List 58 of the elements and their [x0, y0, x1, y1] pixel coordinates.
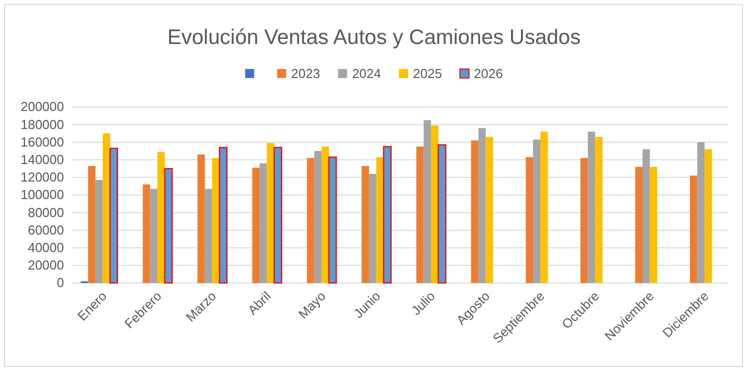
bar [198, 154, 205, 283]
bar [383, 146, 392, 284]
legend-label: 2023 [291, 66, 320, 81]
bar [164, 168, 173, 284]
bar [595, 136, 602, 283]
bar [580, 158, 588, 283]
bar [650, 166, 658, 283]
bar [150, 188, 158, 283]
bar [424, 120, 432, 283]
bar [540, 132, 548, 283]
legend-label: 2025 [413, 66, 442, 81]
y-tick-label: 100000 [20, 187, 64, 202]
legend-label: 2026 [474, 66, 503, 81]
bar [218, 146, 228, 284]
bar [88, 166, 96, 283]
bar [486, 136, 494, 283]
y-tick-label: 160000 [20, 134, 64, 150]
y-tick-label: 40000 [28, 240, 64, 255]
bar [204, 188, 212, 283]
bar [431, 125, 438, 283]
bar [416, 146, 424, 283]
bar [642, 149, 650, 283]
bar [322, 146, 329, 283]
bar [274, 146, 282, 284]
bar [328, 156, 337, 284]
bar [690, 176, 698, 283]
y-tick-label: 180000 [20, 116, 64, 132]
bar [588, 132, 596, 283]
bar [142, 184, 150, 283]
y-tick-label: 80000 [28, 204, 64, 220]
x-tick-label: Julio [408, 288, 438, 318]
bar [533, 140, 540, 283]
bar [635, 166, 643, 283]
legend-label: 2024 [352, 66, 381, 81]
bar [157, 152, 165, 283]
bar [471, 140, 478, 283]
bar [697, 142, 705, 283]
bar [306, 158, 314, 283]
bar [478, 128, 486, 283]
bar [314, 151, 322, 283]
y-tick-label: 200000 [20, 99, 64, 114]
y-tick-label: 120000 [20, 170, 64, 185]
y-tick-label: 0 [56, 275, 64, 290]
bar [102, 133, 110, 283]
bar [212, 158, 220, 283]
bar [109, 148, 118, 284]
bar [368, 174, 376, 283]
bar [362, 166, 369, 283]
bar [526, 157, 534, 283]
y-tick-label: 140000 [20, 152, 64, 167]
bar [252, 168, 260, 283]
bar [438, 144, 446, 284]
bar [260, 163, 267, 283]
y-tick-label: 20000 [28, 258, 64, 273]
y-tick-label: 60000 [28, 222, 64, 238]
chart-title: Evolución Ventas Autos y Camiones Usados [167, 26, 581, 49]
bar [704, 149, 712, 283]
bar [95, 180, 103, 283]
